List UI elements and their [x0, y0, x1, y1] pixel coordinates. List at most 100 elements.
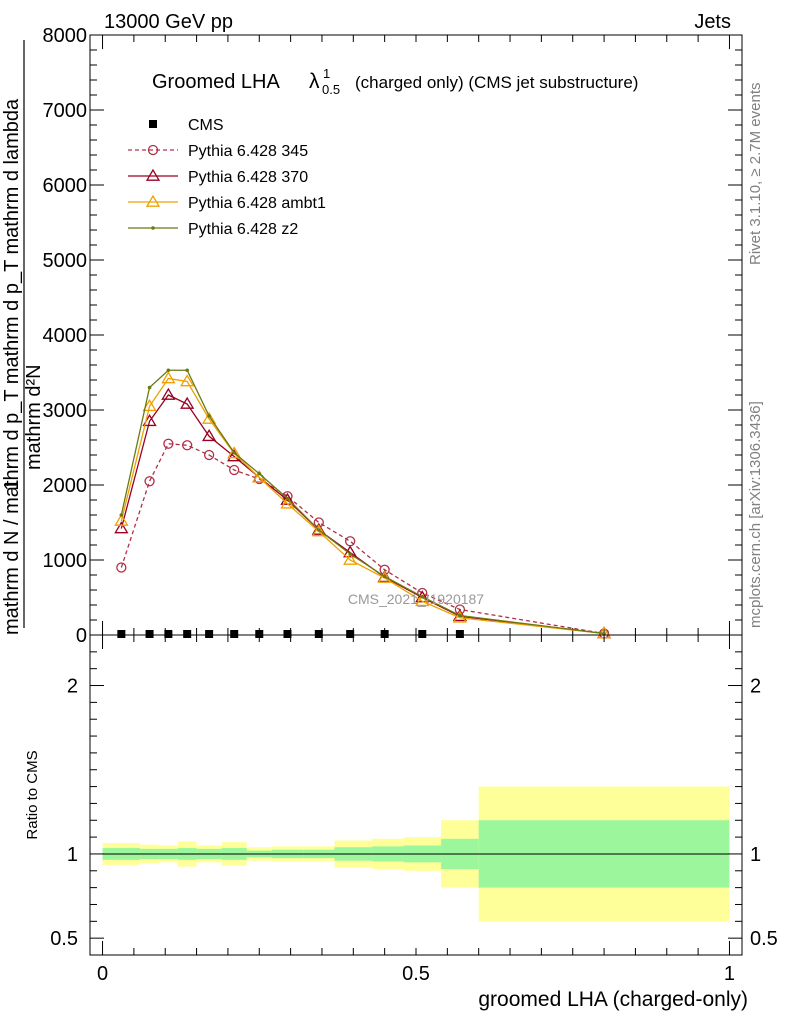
series-point-ambt1 [161, 371, 176, 384]
series-point-z2 [185, 368, 189, 373]
y-label-top: mathrm d²N [23, 364, 45, 470]
series-point-ambt1 [452, 610, 468, 623]
ratio-y-tick-label: 2 [67, 676, 78, 698]
analysis-watermark: CMS_2021_I1920187 [348, 591, 484, 607]
series-point-z2 [207, 414, 211, 418]
series-line-z2 [120, 369, 605, 635]
main-y-axis-label: mathrm d N / mathrm d p_T mathrm d p_T m… [1, 40, 45, 635]
ratio-y-tick-label-right: 1 [750, 844, 761, 866]
series-point-p345 [116, 562, 127, 573]
series-point-p370 [180, 396, 195, 409]
cms-data-point [380, 630, 389, 638]
series-point-z2 [147, 385, 152, 390]
cms-data-point [455, 630, 464, 638]
cms-data-point [255, 630, 264, 638]
series-cms [117, 630, 464, 638]
series-point-z2 [420, 594, 425, 599]
ratio-x-ticks: 0 0.5 1 [97, 635, 735, 985]
main-y-tick-label: 7000 [43, 100, 88, 122]
legend-marker [151, 226, 155, 230]
series-point-ambt1 [415, 593, 430, 607]
main-y-tick-label: 8000 [43, 25, 88, 47]
series-point-z2 [232, 450, 236, 455]
series-point-ambt1 [311, 524, 326, 537]
legend-marker [147, 144, 159, 156]
title-superscript: 1 [323, 66, 330, 81]
series-point-p345 [163, 438, 174, 449]
series-point-p345 [379, 564, 390, 575]
ratio-x-tick-label: 0 [97, 963, 108, 985]
title-rest: (charged only) (CMS jet substructure) [355, 73, 638, 92]
series-point-z2 [382, 574, 387, 579]
legend-label: Pythia 6.428 z2 [188, 221, 298, 238]
series-point-ambt1 [201, 411, 217, 424]
title-main: Groomed LHA [152, 71, 280, 93]
y-label-one: 1 [1, 479, 23, 490]
series-line-p370 [120, 394, 605, 635]
process-label: Jets [694, 11, 731, 33]
legend-label: Pythia 6.428 ambt1 [188, 195, 326, 212]
cms-data-point [205, 630, 214, 638]
legend: CMS Pythia 6.428 345 Pythia 6.428 370 Pythi… [128, 117, 326, 238]
cms-data-point [283, 630, 292, 638]
series-point-ambt1 [377, 570, 392, 583]
series-point-p345 [203, 449, 215, 461]
rivet-version-label: Rivet 3.1.10, ≥ 2.7M events [747, 83, 764, 266]
ratio-y-axis-label: Ratio to CMS [24, 750, 41, 839]
series-point-p345 [229, 464, 240, 476]
series-line-p345 [120, 443, 605, 635]
legend-item: Pythia 6.428 370 [128, 168, 308, 186]
series-point-ambt1 [142, 398, 157, 412]
series-point-ambt1 [114, 513, 129, 526]
cms-data-point [314, 630, 323, 638]
series-point-p370 [161, 387, 176, 400]
title-subscript: 0.5 [322, 82, 340, 97]
legend-label: Pythia 6.428 345 [188, 143, 308, 160]
title-symbol: λ [309, 70, 320, 93]
main-y-tick-label: 0 [76, 625, 87, 647]
main-y-ticks: 0 1000 2000 3000 4000 5000 6000 7000 8000 [43, 25, 742, 647]
series-point-ambt1 [227, 446, 242, 459]
cms-data-point [418, 630, 427, 638]
legend-marker [145, 194, 161, 207]
plot-title: Groomed LHA λ 1 0.5 (charged only) (CMS … [152, 66, 638, 97]
cms-data-point [164, 630, 173, 638]
ratio-y-tick-label-right: 0.5 [750, 928, 778, 950]
energy-label: 13000 GeV pp [104, 11, 233, 33]
series-point-z2 [317, 528, 321, 532]
legend-marker [149, 120, 157, 128]
cms-data-point [145, 630, 154, 638]
legend-item: Pythia 6.428 ambt1 [128, 194, 326, 212]
x-axis-label: groomed LHA (charged-only) [478, 988, 748, 1011]
cms-data-point [230, 630, 239, 638]
y-label-bottom: mathrm d N / mathrm d p_T mathrm d p_T m… [1, 98, 23, 635]
main-y-tick-label: 6000 [43, 175, 88, 197]
series-p345 [116, 438, 610, 639]
cms-data-point [183, 630, 192, 638]
series-point-p370 [201, 428, 217, 442]
series-point-z2 [285, 496, 290, 501]
ratio-y-tick-label-right: 2 [750, 676, 761, 698]
series-point-z2 [348, 552, 352, 556]
legend-item: Pythia 6.428 z2 [128, 221, 298, 238]
main-series-layer [114, 368, 612, 639]
cms-data-point [117, 630, 126, 638]
series-point-p345 [313, 517, 324, 528]
legend-label: CMS [188, 117, 224, 134]
series-point-z2 [458, 613, 462, 618]
legend-item: CMS [149, 117, 224, 134]
main-y-tick-label: 2000 [43, 475, 88, 497]
main-y-tick-label: 4000 [43, 325, 88, 347]
series-point-p345 [144, 476, 155, 487]
ratio-y-tick-label: 0.5 [50, 928, 78, 950]
main-y-tick-label: 5000 [43, 250, 88, 272]
series-point-ambt1 [280, 496, 295, 509]
main-plot-panel: 0 1000 2000 3000 4000 5000 6000 7000 8000 CMS_20… [1, 25, 743, 647]
series-point-p345 [182, 440, 193, 451]
series-point-z2 [257, 471, 262, 476]
series-point-z2 [119, 513, 124, 517]
series-z2 [119, 368, 606, 636]
ratio-y-tick-label: 1 [67, 844, 78, 866]
main-y-tick-label: 3000 [43, 400, 88, 422]
